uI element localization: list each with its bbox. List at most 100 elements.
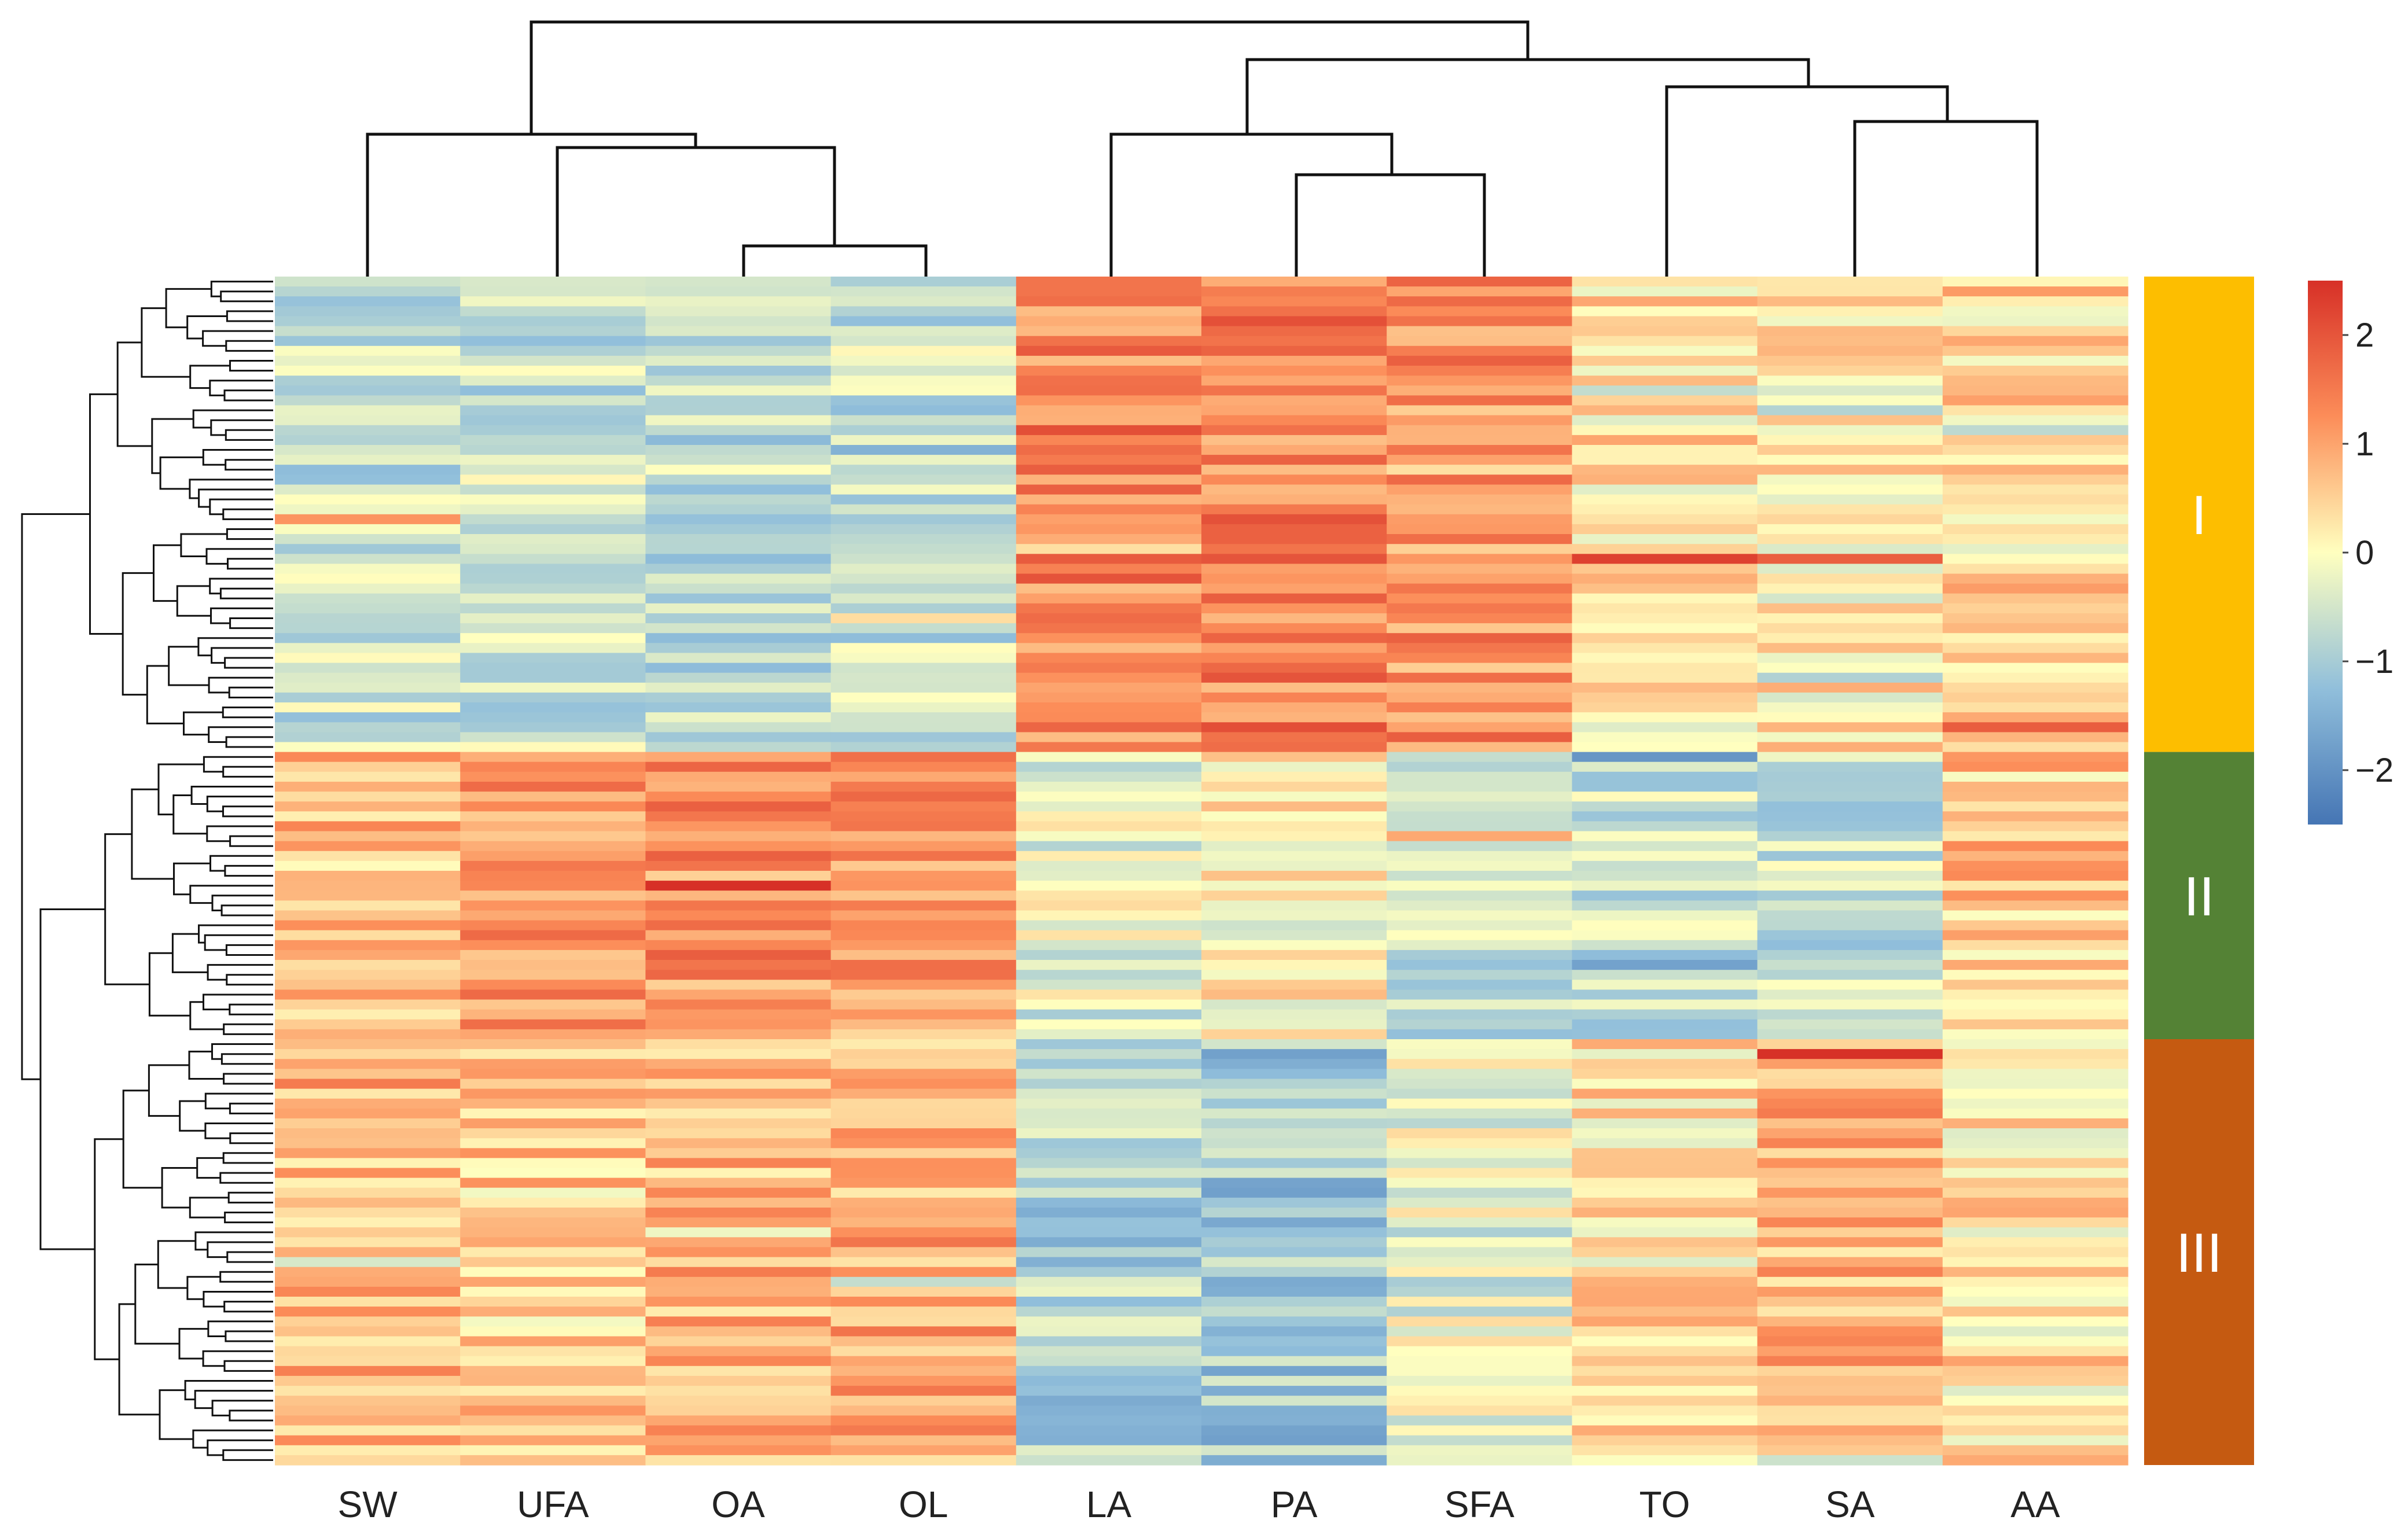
heatmap-cell <box>1201 1029 1387 1040</box>
heatmap-cell <box>1942 544 2128 554</box>
heatmap-cell <box>1016 435 1202 446</box>
heatmap-cell <box>1757 782 1943 792</box>
heatmap-cell <box>1016 1187 1202 1198</box>
heatmap-cell <box>1016 445 1202 455</box>
heatmap-cell <box>1757 1297 1943 1307</box>
heatmap-cell <box>1572 1326 1758 1337</box>
heatmap-cell <box>460 554 646 564</box>
heatmap-cell <box>1942 1138 2128 1149</box>
heatmap-cell <box>1942 920 2128 931</box>
heatmap-cell <box>1572 792 1758 802</box>
heatmap-cell <box>1572 890 1758 901</box>
heatmap-cell <box>645 1187 832 1198</box>
heatmap-cell <box>1942 712 2128 723</box>
heatmap-cell <box>830 415 1017 426</box>
heatmap-cell <box>1757 712 1943 723</box>
heatmap-cell <box>1757 1286 1943 1297</box>
heatmap-cell <box>460 801 646 812</box>
heatmap-cell <box>1201 1346 1387 1357</box>
heatmap-cell <box>1016 633 1202 643</box>
heatmap-cell <box>275 1425 461 1436</box>
heatmap-cell <box>275 603 461 614</box>
heatmap-cell <box>1016 653 1202 664</box>
heatmap-cell <box>645 405 832 416</box>
heatmap-cell <box>1572 1425 1758 1436</box>
heatmap-cell <box>645 366 832 376</box>
heatmap-cell <box>1387 1187 1572 1198</box>
heatmap-cell <box>1016 1197 1202 1208</box>
heatmap-cell <box>275 524 461 535</box>
heatmap-cell <box>830 930 1017 941</box>
heatmap-cell <box>275 1276 461 1287</box>
row-dendrogram-branch <box>122 1090 163 1189</box>
row-dendrogram-branch <box>225 944 273 956</box>
heatmap-cell <box>275 1267 461 1278</box>
heatmap-cell <box>1942 821 2128 832</box>
row-dendrogram-branch <box>204 1092 273 1110</box>
heatmap-cell <box>460 1396 646 1406</box>
heatmap-cell <box>1572 395 1758 406</box>
row-dendrogram-branch <box>186 315 227 340</box>
heatmap-cell <box>1387 782 1572 792</box>
heatmap-cell <box>1387 1386 1572 1396</box>
heatmap-cell <box>1942 1158 2128 1169</box>
heatmap-cell <box>645 1039 832 1050</box>
heatmap-cell <box>830 1356 1017 1367</box>
heatmap-cell <box>830 1138 1017 1149</box>
heatmap-cell <box>1572 633 1758 643</box>
heatmap-cell <box>1387 395 1572 406</box>
heatmap-cell <box>1942 989 2128 1000</box>
heatmap-cell <box>1757 1208 1943 1218</box>
heatmap-cell <box>1757 831 1943 842</box>
heatmap-cell <box>275 326 461 337</box>
heatmap-cell <box>275 980 461 990</box>
heatmap-cell <box>1201 1267 1387 1278</box>
heatmap-cell <box>645 742 832 753</box>
heatmap-cell <box>1572 1415 1758 1426</box>
heatmap-cell <box>1016 1098 1202 1109</box>
heatmap-cell <box>275 871 461 881</box>
heatmap-cell <box>1201 821 1387 832</box>
heatmap-cell <box>830 1297 1017 1307</box>
heatmap-cell <box>645 722 832 733</box>
column-label-pa: PA <box>1271 1484 1318 1525</box>
heatmap-cell <box>460 593 646 604</box>
heatmap-cell <box>275 1168 461 1179</box>
legend-tick-label: −1 <box>2355 643 2394 680</box>
row-dendrogram-branch <box>208 676 273 694</box>
heatmap-cell <box>1757 395 1943 406</box>
heatmap-cell <box>275 1098 461 1109</box>
heatmap-cell <box>645 583 832 594</box>
heatmap-cell <box>1201 286 1387 297</box>
heatmap-cell <box>1016 960 1202 970</box>
heatmap-cell <box>275 277 461 287</box>
heatmap-cell <box>1201 811 1387 822</box>
heatmap-cell <box>1942 465 2128 475</box>
heatmap-cell <box>1016 821 1202 832</box>
heatmap-cell <box>1201 1148 1387 1158</box>
heatmap-cell <box>1757 405 1943 416</box>
heatmap-cell <box>1757 623 1943 634</box>
heatmap-cell <box>1942 1286 2128 1297</box>
heatmap-cell <box>645 980 832 990</box>
heatmap-cell <box>645 1059 832 1069</box>
heatmap-cell <box>460 1217 646 1228</box>
heatmap-cell <box>1201 999 1387 1010</box>
heatmap-cell <box>1757 949 1943 960</box>
column-label-sfa: SFA <box>1444 1484 1514 1525</box>
heatmap-cell <box>275 692 461 703</box>
heatmap-cell <box>1016 544 1202 554</box>
heatmap-cell <box>645 1435 832 1446</box>
heatmap-cell <box>1016 890 1202 901</box>
row-dendrogram-branch <box>159 456 204 490</box>
heatmap-cell <box>460 1059 646 1069</box>
heatmap-cell <box>1201 355 1387 366</box>
heatmap-cell <box>1016 1306 1202 1317</box>
row-dendrogram-branch <box>206 825 273 842</box>
heatmap-cell <box>275 613 461 624</box>
heatmap-cell <box>1016 1316 1202 1327</box>
heatmap-cell <box>1201 890 1387 901</box>
heatmap-cell <box>1387 980 1572 990</box>
heatmap-cell <box>460 1336 646 1347</box>
heatmap-cell <box>1942 474 2128 485</box>
